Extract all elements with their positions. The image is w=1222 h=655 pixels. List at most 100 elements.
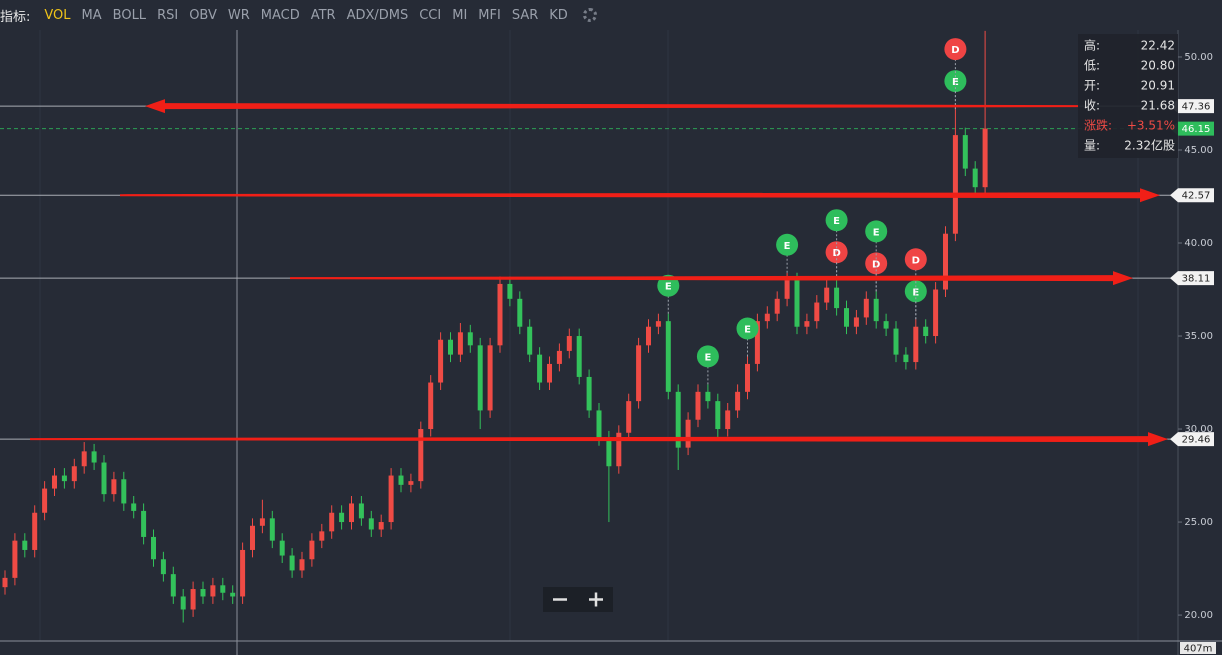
event-marker xyxy=(904,248,927,271)
candle-body xyxy=(923,326,929,337)
candle-body xyxy=(626,401,632,433)
candle-body xyxy=(121,479,127,504)
candle-body xyxy=(269,518,275,541)
candle-body xyxy=(22,540,28,550)
candle-body xyxy=(438,339,444,383)
info-label: 低: xyxy=(1084,59,1100,73)
candle-body xyxy=(665,321,671,392)
indicator-tab[interactable]: RSI xyxy=(157,7,179,23)
indicator-tab[interactable]: VOL xyxy=(44,7,71,23)
volume-label: 407m xyxy=(1184,644,1213,655)
candle-body xyxy=(517,298,523,327)
candle-body xyxy=(378,522,384,530)
event-label: E xyxy=(744,324,751,335)
event-marker xyxy=(865,220,888,243)
y-tick-label: 35.00 xyxy=(1184,331,1213,342)
indicator-tab[interactable]: MFI xyxy=(478,7,501,23)
candle-body xyxy=(754,321,760,364)
candle-body xyxy=(834,287,840,309)
candle-body xyxy=(309,540,315,560)
candle-body xyxy=(418,429,424,482)
event-label: D xyxy=(872,259,880,270)
candle-body xyxy=(210,585,216,597)
candle-body xyxy=(873,298,879,322)
candle-body xyxy=(32,512,38,550)
candle-body xyxy=(636,345,642,402)
candle-body xyxy=(467,332,473,346)
candle-body xyxy=(220,585,226,593)
zoom-controls xyxy=(543,587,613,612)
candle-body xyxy=(170,574,176,597)
info-label: 量: xyxy=(1084,139,1100,153)
info-value: 21.68 xyxy=(1141,99,1175,113)
indicator-tab[interactable]: SAR xyxy=(511,7,539,23)
candle-body xyxy=(695,391,701,420)
candle-body xyxy=(487,345,493,411)
candle-body xyxy=(52,475,57,489)
level-tag-box xyxy=(1170,188,1214,203)
candle-body xyxy=(428,382,434,430)
candle-body xyxy=(933,289,939,337)
candle-body xyxy=(616,432,622,467)
y-tick-label: 25.00 xyxy=(1184,517,1213,528)
info-background xyxy=(1078,34,1178,158)
candle-body xyxy=(675,391,681,448)
indicator-tab[interactable]: BOLL xyxy=(112,7,147,23)
indicator-tab[interactable]: KD xyxy=(549,7,568,23)
candle-body xyxy=(745,363,750,392)
indicator-tab[interactable]: MA xyxy=(81,7,102,23)
candle-body xyxy=(61,475,67,482)
candle-body xyxy=(180,596,186,610)
level-arrow xyxy=(145,99,1080,114)
indicator-tab[interactable]: MACD xyxy=(260,7,300,23)
candle-body xyxy=(507,283,513,299)
event-marker xyxy=(736,317,759,340)
candle-body xyxy=(655,321,661,327)
candle-body xyxy=(715,401,721,430)
candle-body xyxy=(12,540,18,578)
candle-body xyxy=(2,577,8,588)
indicator-tab[interactable]: OBV xyxy=(189,7,217,23)
level-tag-box xyxy=(1170,99,1214,114)
candle-body xyxy=(457,332,463,355)
indicator-list: VOL MA BOLL RSI OBV WR MACD ATR ADX/DMS CCI MI MFI S… xyxy=(44,8,578,23)
candle-body xyxy=(972,168,978,188)
candle-body xyxy=(250,525,255,550)
candle-body xyxy=(883,321,889,329)
candle-body xyxy=(339,512,345,523)
event-label: E xyxy=(704,352,711,363)
zoom-in[interactable] xyxy=(589,592,603,607)
event-marker xyxy=(825,241,848,264)
indicator-tab[interactable]: MI xyxy=(452,7,468,23)
candle-body xyxy=(398,475,404,485)
candle-body xyxy=(299,559,305,571)
candle-body xyxy=(556,350,562,364)
last-price-tag-label: 46.15 xyxy=(1182,124,1211,135)
toolbar: 指标: VOL MA BOLL RSI OBV WR MACD ATR ADX/DMS CCI MI… xyxy=(0,0,1222,30)
indicator-tab[interactable]: WR xyxy=(227,7,250,23)
info-label: 收: xyxy=(1084,99,1100,113)
event-label: E xyxy=(952,77,959,88)
candle-body xyxy=(596,410,602,439)
indicator-tab[interactable]: ADX/DMS xyxy=(346,7,409,23)
event-marker xyxy=(657,274,680,297)
info-label: 高: xyxy=(1084,38,1100,53)
candle-body xyxy=(586,376,592,411)
candle-body xyxy=(408,481,414,485)
info-label: 涨跌: xyxy=(1084,118,1112,133)
candle-body xyxy=(101,462,107,495)
candle-body xyxy=(705,391,711,402)
level-tag-box xyxy=(1170,271,1214,286)
candle-body xyxy=(81,451,87,467)
event-marker xyxy=(696,345,719,368)
indicator-tab[interactable]: CCI xyxy=(419,7,442,23)
event-label: D xyxy=(912,255,920,266)
candle-body xyxy=(358,503,364,519)
settings-button[interactable] xyxy=(582,8,597,22)
candle-body xyxy=(111,479,117,495)
candle-body xyxy=(606,438,612,467)
indicator-tab[interactable]: ATR xyxy=(310,7,336,23)
candle-body xyxy=(527,326,533,355)
